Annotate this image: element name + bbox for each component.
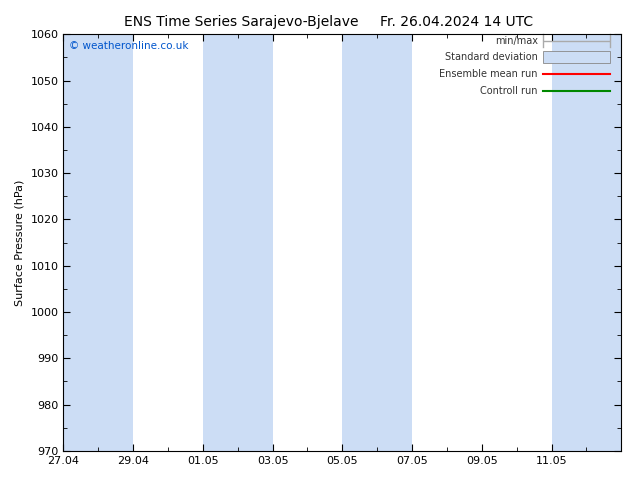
Text: Fr. 26.04.2024 14 UTC: Fr. 26.04.2024 14 UTC — [380, 15, 533, 29]
Bar — [63, 34, 133, 451]
Y-axis label: Surface Pressure (hPa): Surface Pressure (hPa) — [15, 179, 25, 306]
Bar — [342, 34, 412, 451]
Text: Controll run: Controll run — [480, 86, 538, 96]
Text: Ensemble mean run: Ensemble mean run — [439, 69, 538, 79]
Text: © weatheronline.co.uk: © weatheronline.co.uk — [69, 41, 188, 50]
Bar — [543, 51, 610, 63]
Text: ENS Time Series Sarajevo-Bjelave: ENS Time Series Sarajevo-Bjelave — [124, 15, 358, 29]
Bar — [203, 34, 273, 451]
Text: min/max: min/max — [495, 36, 538, 46]
Text: Standard deviation: Standard deviation — [445, 52, 538, 62]
Bar — [552, 34, 621, 451]
